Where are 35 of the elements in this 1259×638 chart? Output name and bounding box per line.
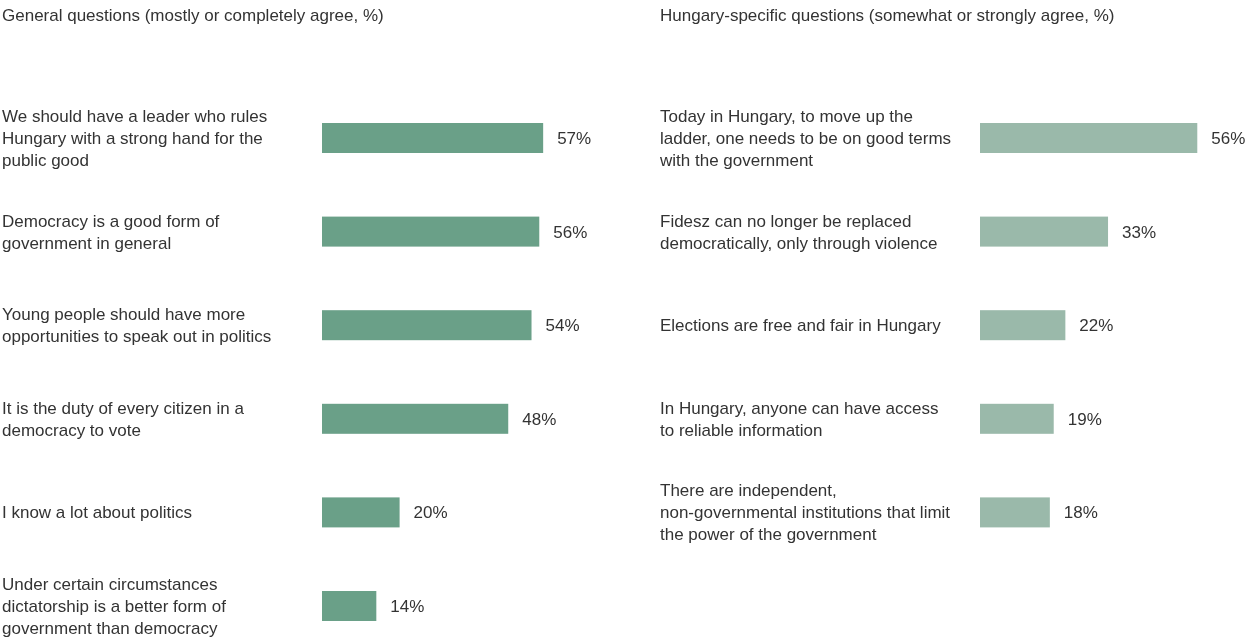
data-label: 33% bbox=[1122, 222, 1157, 242]
bar bbox=[322, 123, 544, 153]
bar bbox=[322, 403, 509, 434]
data-label: 48% bbox=[522, 409, 557, 429]
chart-title: General questions (mostly or completely agree, %) bbox=[2, 6, 384, 25]
data-label: 57% bbox=[557, 129, 592, 148]
chart-title: Hungary-specific questions (somewhat or strongly agree, %) bbox=[660, 6, 1115, 25]
bar bbox=[322, 591, 377, 621]
bar bbox=[980, 216, 1109, 247]
y-tick-label: Today in Hungary, to move up the ladder, one needs to be on good terms with the government bbox=[659, 107, 952, 170]
y-tick-label: I know a lot about politics bbox=[2, 503, 192, 523]
y-tick-label: It is the duty of every citizen in a democracy to vote bbox=[2, 398, 245, 440]
data-label: 19% bbox=[1067, 409, 1102, 429]
data-label: 18% bbox=[1063, 503, 1098, 523]
y-tick-label: Democracy is a good form of government in general bbox=[2, 211, 220, 253]
data-label: 56% bbox=[1211, 129, 1246, 148]
data-label: 56% bbox=[553, 222, 588, 242]
y-tick-label: We should have a leader who rules Hungary with a strong hand for the public good bbox=[2, 107, 268, 170]
bar bbox=[322, 310, 532, 341]
y-tick-label: There are independent, non-governmental institutions that limit the power of the government bbox=[660, 481, 951, 545]
data-label: 54% bbox=[545, 316, 580, 336]
bar bbox=[322, 497, 400, 528]
bar bbox=[322, 216, 540, 247]
y-tick-label: In Hungary, anyone can have access to reliable information bbox=[660, 398, 939, 440]
bar bbox=[980, 403, 1054, 434]
bar bbox=[980, 310, 1066, 341]
y-tick-label: Fidesz can no longer be replaced democratically, only through violence bbox=[660, 211, 938, 253]
y-tick-label: Under certain circumstances dictatorship is a better form of government than democracy bbox=[2, 575, 227, 638]
data-label: 22% bbox=[1079, 316, 1114, 336]
y-tick-label: Young people should have more opportunities to speak out in politics bbox=[2, 305, 272, 347]
data-label: 20% bbox=[413, 503, 448, 523]
bar bbox=[980, 497, 1050, 528]
y-tick-label: Elections are free and fair in Hungary bbox=[660, 316, 942, 336]
bar bbox=[980, 123, 1198, 153]
data-label: 14% bbox=[390, 597, 425, 616]
